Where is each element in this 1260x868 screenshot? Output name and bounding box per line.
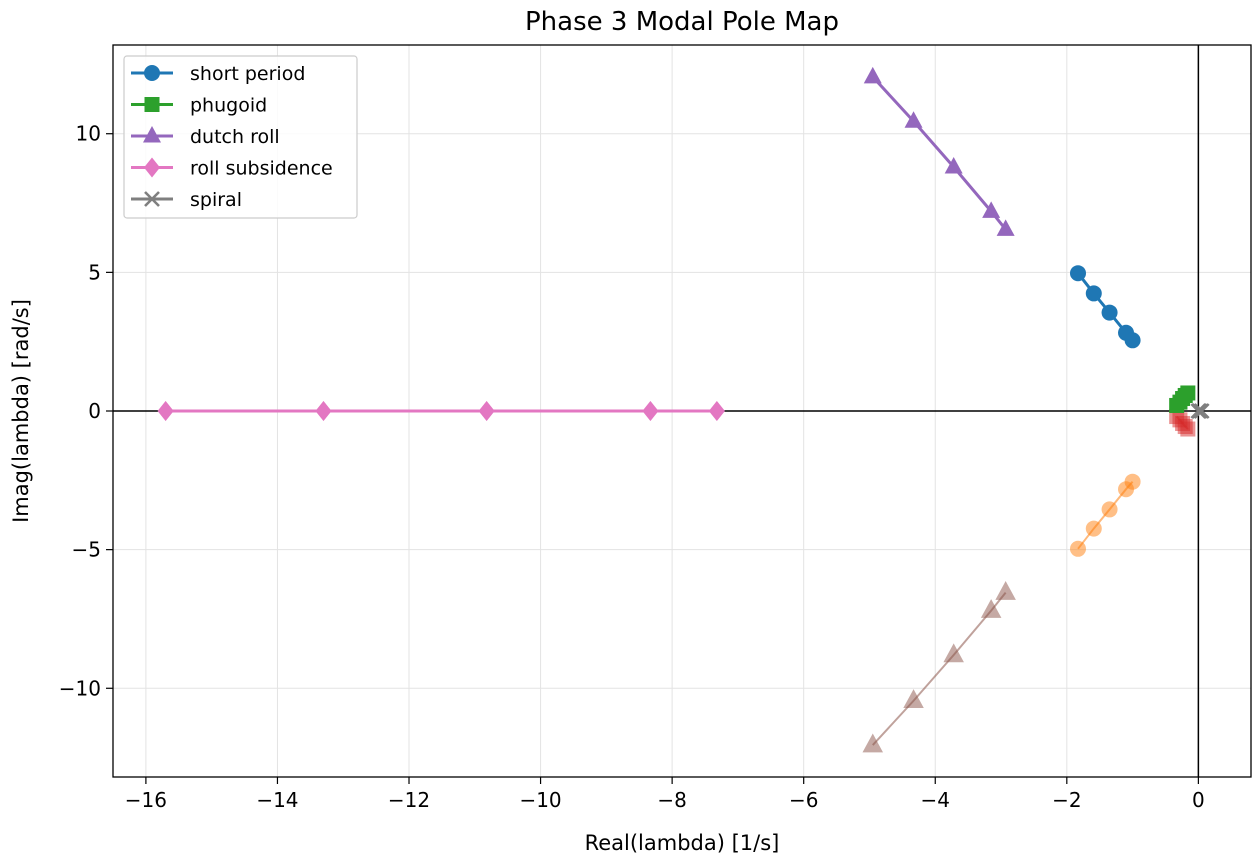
data-point [708, 401, 725, 421]
data-point [943, 643, 964, 663]
data-point [1101, 304, 1118, 321]
data-point [1069, 265, 1086, 282]
data-point [863, 66, 882, 84]
y-tick-label: −5 [72, 538, 101, 562]
legend-label: short period [190, 63, 305, 85]
legend-marker [144, 191, 160, 207]
legend-entry: phugoid [131, 95, 267, 117]
x-tick-label: −10 [519, 788, 561, 812]
legend-label: dutch roll [190, 126, 280, 148]
legend-entry: spiral [131, 189, 242, 211]
data-point [642, 401, 659, 421]
x-tick-label: −16 [125, 788, 167, 812]
y-tick-label: 5 [88, 260, 101, 284]
data-point [1085, 285, 1102, 302]
data-point [980, 599, 1002, 618]
data-point [1124, 332, 1141, 349]
data-point [862, 733, 884, 753]
series-roll-subsidence [157, 401, 725, 421]
data-point [1085, 520, 1102, 537]
series-conjugate-5 [1069, 473, 1141, 557]
data-point [1101, 501, 1118, 518]
x-tick-label: 0 [1192, 788, 1205, 812]
data-point [1180, 421, 1196, 437]
series-phugoid [1169, 385, 1196, 413]
data-point [315, 401, 332, 421]
data-point [904, 111, 923, 128]
legend: short period phugoid dutch roll roll subsid… [123, 55, 358, 219]
legend-label: phugoid [190, 95, 267, 117]
data-point [996, 219, 1015, 236]
x-tick-label: −12 [388, 788, 430, 812]
series-short-period [1069, 265, 1141, 349]
data-point [1180, 385, 1196, 401]
legend-label: spiral [190, 189, 242, 211]
legend-entry: roll subsidence [131, 157, 333, 180]
series-spiral [1190, 403, 1210, 419]
legend-box [123, 55, 358, 219]
data-point [478, 401, 495, 421]
data-point [1191, 403, 1208, 419]
data-point [157, 401, 174, 421]
x-tick-label: −8 [657, 788, 686, 812]
x-tick-label: −6 [789, 788, 818, 812]
data-point [1193, 403, 1210, 419]
legend-marker [144, 157, 160, 178]
series-layer [157, 66, 1210, 753]
axis-ticks: −16 −14 −12 −10 −8 −6 −4 −2 0 −10 −5 0 5 10 [59, 122, 1205, 812]
data-point [1069, 540, 1086, 557]
legend-entry: short period [131, 63, 305, 85]
legend-label: roll subsidence [190, 158, 333, 180]
y-tick-label: 10 [76, 122, 101, 146]
data-point [944, 157, 963, 174]
x-tick-label: −4 [921, 788, 950, 812]
x-axis-label: Real(lambda) [1/s] [585, 831, 780, 855]
data-point [995, 581, 1016, 600]
data-point [1124, 473, 1141, 490]
series-dutch-roll [863, 66, 1015, 236]
series-conjugate-7 [862, 581, 1016, 753]
y-axis-label: Imag(lambda) [rad/s] [9, 299, 33, 523]
legend-marker [143, 126, 161, 143]
y-tick-label: −10 [59, 676, 101, 700]
data-point [903, 689, 924, 708]
legend-marker [144, 97, 160, 112]
data-point [982, 201, 1001, 218]
legend-marker [144, 65, 160, 81]
x-tick-label: −14 [256, 788, 298, 812]
y-tick-label: 0 [88, 399, 101, 423]
chart-title: Phase 3 Modal Pole Map [525, 7, 839, 37]
x-tick-label: −2 [1052, 788, 1081, 812]
legend-entry: dutch roll [131, 126, 280, 148]
